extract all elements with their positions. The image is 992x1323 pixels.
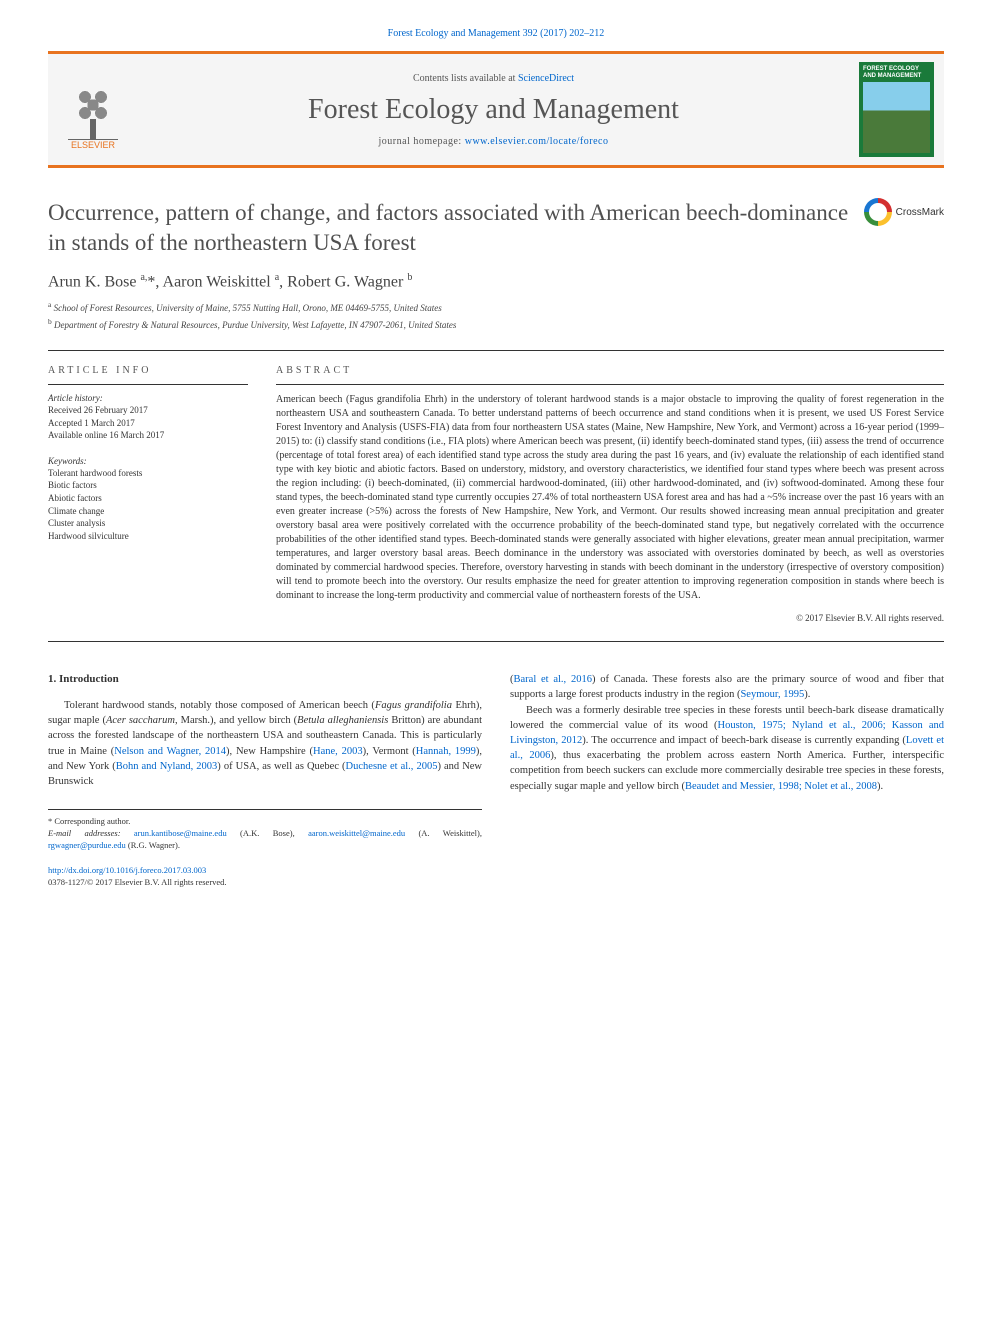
abstract-copyright: © 2017 Elsevier B.V. All rights reserved… — [276, 613, 944, 623]
keyword: Tolerant hardwood forests — [48, 467, 248, 480]
intro-heading: 1. Introduction — [48, 672, 482, 688]
journal-homepage-line: journal homepage: www.elsevier.com/locat… — [140, 136, 847, 147]
journal-name: Forest Ecology and Management — [140, 94, 847, 126]
keyword: Biotic factors — [48, 479, 248, 492]
history-accepted: Accepted 1 March 2017 — [48, 417, 248, 430]
journal-cover-thumbnail: FOREST ECOLOGY AND MANAGEMENT — [859, 62, 934, 157]
keyword: Hardwood silviculture — [48, 530, 248, 543]
email-addresses: E-mail addresses: arun.kantibose@maine.e… — [48, 828, 482, 852]
intro-paragraph: Tolerant hardwood stands, notably those … — [48, 698, 482, 789]
keywords-label: Keywords: — [48, 456, 248, 466]
citation-line: Forest Ecology and Management 392 (2017)… — [48, 28, 944, 39]
corresponding-author: * Corresponding author. — [48, 816, 482, 828]
affiliations: a School of Forest Resources, University… — [48, 299, 944, 332]
keyword: Abiotic factors — [48, 492, 248, 505]
keyword: Climate change — [48, 505, 248, 518]
journal-banner: ELSEVIER Contents lists available at Sci… — [48, 51, 944, 168]
contents-available-line: Contents lists available at ScienceDirec… — [140, 73, 847, 84]
divider — [48, 350, 944, 351]
divider — [48, 641, 944, 642]
crossmark-icon — [864, 198, 892, 226]
elsevier-logo: ELSEVIER — [58, 70, 128, 150]
doi-link[interactable]: http://dx.doi.org/10.1016/j.foreco.2017.… — [48, 865, 206, 875]
cover-title: FOREST ECOLOGY AND MANAGEMENT — [863, 66, 930, 79]
abstract-heading: ABSTRACT — [276, 365, 944, 376]
article-info-heading: ARTICLE INFO — [48, 365, 248, 376]
intro-paragraph: (Baral et al., 2016) of Canada. These fo… — [510, 672, 944, 702]
journal-homepage-link[interactable]: www.elsevier.com/locate/foreco — [465, 136, 609, 147]
keyword: Cluster analysis — [48, 517, 248, 530]
intro-paragraph: Beech was a formerly desirable tree spec… — [510, 703, 944, 794]
crossmark-label: CrossMark — [896, 207, 944, 218]
history-received: Received 26 February 2017 — [48, 404, 248, 417]
history-online: Available online 16 March 2017 — [48, 429, 248, 442]
abstract-text: American beech (Fagus grandifolia Ehrh) … — [276, 393, 944, 603]
article-title: Occurrence, pattern of change, and facto… — [48, 198, 852, 258]
author-list: Arun K. Bose a,*, Aaron Weiskittel a, Ro… — [48, 272, 944, 291]
history-label: Article history: — [48, 393, 248, 403]
elsevier-logo-text: ELSEVIER — [71, 140, 115, 150]
sciencedirect-link[interactable]: ScienceDirect — [518, 73, 574, 84]
affiliation-a: a School of Forest Resources, University… — [48, 299, 944, 316]
issn-copyright: 0378-1127/© 2017 Elsevier B.V. All right… — [48, 876, 482, 888]
affiliation-b: b Department of Forestry & Natural Resou… — [48, 316, 944, 333]
crossmark-badge[interactable]: CrossMark — [864, 198, 944, 226]
